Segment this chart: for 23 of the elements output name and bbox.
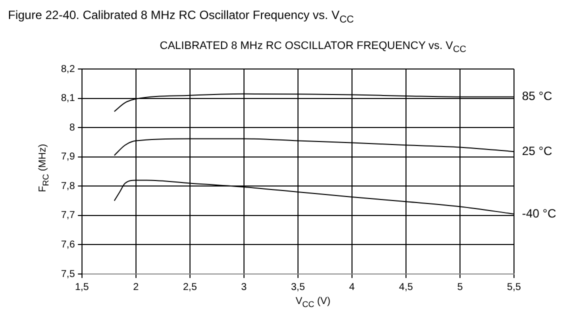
chart-title: Figure 22-40. Calibrated 8 MHz RC Oscillator Frequency vs. V$_{CC}$ <box>8 8 355 28</box>
y-tick-label: 7,5 <box>60 268 76 280</box>
x-tick-label: 1,5 <box>74 282 90 293</box>
series-label: 25 °C <box>522 144 552 158</box>
x-tick-label: 5,5 <box>507 282 522 293</box>
series-label: 85 °C <box>522 89 552 104</box>
x-tick-label: 2 <box>133 282 140 293</box>
x-tick-label: 3 <box>241 282 248 293</box>
y-tick-label: 7,9 <box>60 152 76 163</box>
y-tick-label: 8,2 <box>60 64 76 75</box>
y-tick-label: 8,1 <box>60 93 76 104</box>
y-tick-label: 7,6 <box>60 239 76 250</box>
y-tick-label: 7,8 <box>60 180 76 192</box>
series-label: -40 °C <box>522 206 556 220</box>
x-tick-label: 4,5 <box>399 282 414 293</box>
x-tick-label: 5 <box>457 282 464 293</box>
x-axis-title: V$_{CC}$ (V) <box>294 296 332 309</box>
x-tick-label: 2,5 <box>182 282 198 293</box>
x-tick-label: 3,5 <box>291 282 306 293</box>
y-tick-label: 7,7 <box>60 210 76 222</box>
x-tick-label: 4 <box>349 282 356 293</box>
y-tick-label: 8 <box>69 122 76 134</box>
chart-subtitle: CALIBRATED 8 MHz RC OSCILLATOR FREQUENCY vs. V$_{CC}$ <box>158 40 468 54</box>
